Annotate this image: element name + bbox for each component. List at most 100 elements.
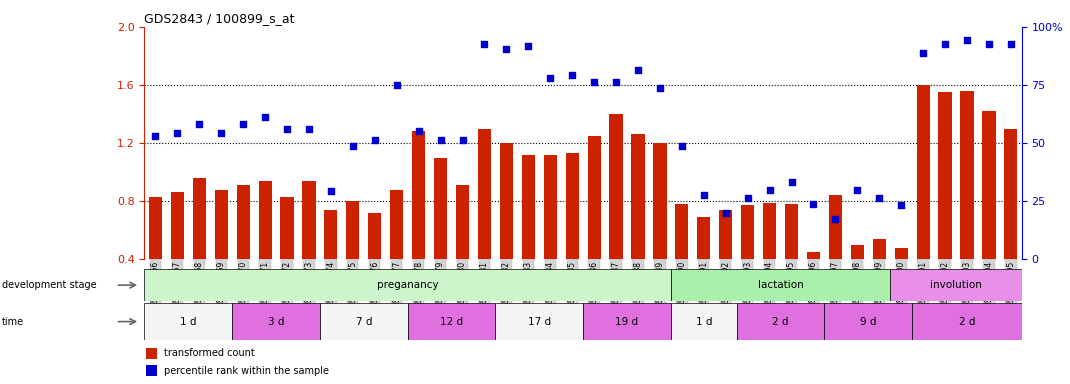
Bar bbox=[544, 155, 556, 259]
Bar bbox=[610, 114, 623, 259]
Bar bbox=[280, 197, 293, 259]
Bar bbox=[698, 217, 710, 259]
Bar bbox=[215, 189, 228, 259]
Bar bbox=[478, 129, 491, 259]
Bar bbox=[671, 303, 736, 340]
Bar bbox=[500, 143, 513, 259]
Point bbox=[213, 130, 230, 136]
Text: 19 d: 19 d bbox=[615, 316, 639, 327]
Bar bbox=[193, 178, 205, 259]
Point bbox=[147, 133, 164, 139]
Point bbox=[190, 121, 208, 127]
Bar bbox=[144, 269, 671, 301]
Point bbox=[980, 41, 997, 47]
Point bbox=[345, 143, 362, 149]
Bar bbox=[737, 303, 825, 340]
Bar bbox=[631, 134, 644, 259]
Bar bbox=[895, 248, 907, 259]
Bar bbox=[412, 131, 425, 259]
Bar bbox=[742, 205, 754, 259]
Text: 12 d: 12 d bbox=[440, 316, 463, 327]
Point bbox=[498, 46, 515, 52]
Bar bbox=[587, 136, 600, 259]
Point bbox=[366, 137, 383, 143]
Point bbox=[476, 41, 493, 47]
Text: transformed count: transformed count bbox=[164, 348, 255, 358]
Text: GDS2843 / 100899_s_at: GDS2843 / 100899_s_at bbox=[144, 12, 295, 25]
Text: 1 d: 1 d bbox=[180, 316, 197, 327]
Text: time: time bbox=[2, 316, 25, 327]
Point bbox=[169, 130, 186, 136]
Point bbox=[278, 126, 295, 132]
Bar bbox=[391, 189, 403, 259]
Point bbox=[915, 50, 932, 56]
Point bbox=[608, 79, 625, 85]
Text: lactation: lactation bbox=[758, 280, 804, 290]
Point bbox=[520, 43, 537, 49]
Point bbox=[805, 201, 822, 207]
Text: preganancy: preganancy bbox=[377, 280, 439, 290]
Point bbox=[761, 186, 778, 192]
Point bbox=[541, 74, 559, 81]
Text: 17 d: 17 d bbox=[528, 316, 551, 327]
Bar bbox=[829, 195, 842, 259]
Point bbox=[322, 188, 339, 194]
Bar bbox=[408, 303, 495, 340]
Bar bbox=[368, 213, 381, 259]
Bar bbox=[144, 303, 232, 340]
Point bbox=[301, 126, 318, 132]
Bar bbox=[583, 303, 671, 340]
Text: 2 d: 2 d bbox=[773, 316, 789, 327]
Point bbox=[257, 114, 274, 120]
Point bbox=[717, 210, 734, 216]
Point bbox=[629, 67, 646, 73]
Bar bbox=[303, 181, 316, 259]
Point bbox=[388, 82, 406, 88]
Bar bbox=[347, 201, 360, 259]
Text: development stage: development stage bbox=[2, 280, 96, 290]
Point bbox=[871, 195, 888, 201]
Bar bbox=[807, 252, 820, 259]
Bar bbox=[912, 303, 1022, 340]
Bar bbox=[873, 239, 886, 259]
Bar bbox=[434, 157, 447, 259]
Bar bbox=[982, 111, 995, 259]
Bar bbox=[149, 197, 162, 259]
Bar bbox=[236, 185, 249, 259]
Point bbox=[410, 128, 427, 134]
Point bbox=[432, 137, 449, 143]
Bar bbox=[259, 181, 272, 259]
Text: involution: involution bbox=[930, 280, 982, 290]
Bar bbox=[495, 303, 583, 340]
Bar bbox=[917, 85, 930, 259]
Bar bbox=[522, 155, 535, 259]
Point bbox=[849, 186, 866, 192]
Text: 3 d: 3 d bbox=[268, 316, 285, 327]
Bar bbox=[324, 210, 337, 259]
Bar bbox=[785, 204, 798, 259]
Point bbox=[739, 195, 756, 201]
Bar bbox=[675, 204, 688, 259]
Bar bbox=[938, 92, 951, 259]
Point bbox=[673, 143, 690, 149]
Point bbox=[1003, 41, 1020, 47]
Bar bbox=[654, 143, 667, 259]
Bar bbox=[566, 153, 579, 259]
Point bbox=[783, 179, 800, 185]
Bar bbox=[961, 91, 974, 259]
Text: 7 d: 7 d bbox=[355, 316, 372, 327]
Bar bbox=[851, 245, 863, 259]
Bar bbox=[147, 365, 156, 376]
Text: 1 d: 1 d bbox=[696, 316, 712, 327]
Bar bbox=[320, 303, 408, 340]
Text: 9 d: 9 d bbox=[860, 316, 876, 327]
Point bbox=[936, 41, 953, 47]
Bar bbox=[232, 303, 320, 340]
Bar bbox=[825, 303, 913, 340]
Bar bbox=[719, 210, 732, 259]
Point bbox=[564, 72, 581, 78]
Point bbox=[892, 202, 910, 209]
Bar bbox=[1005, 129, 1018, 259]
Point bbox=[696, 192, 713, 199]
Text: percentile rank within the sample: percentile rank within the sample bbox=[164, 366, 328, 376]
